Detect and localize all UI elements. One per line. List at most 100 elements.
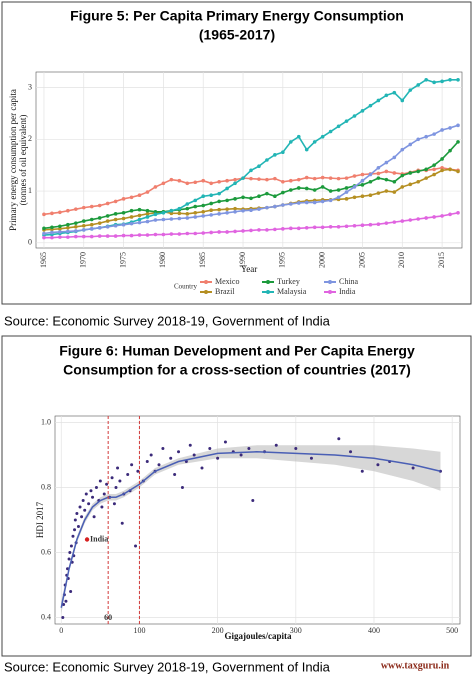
point (304, 186, 309, 191)
point (249, 228, 253, 233)
point (208, 447, 212, 450)
point (432, 215, 436, 219)
point (76, 525, 80, 528)
point (121, 222, 126, 227)
y-axis-label: Primary energy consumption per capita (8, 89, 18, 231)
point (102, 492, 106, 496)
point (74, 221, 78, 225)
legend-key (204, 290, 208, 294)
point (349, 450, 353, 454)
point (281, 179, 285, 184)
point (328, 176, 333, 180)
point (69, 544, 73, 548)
point (400, 219, 405, 223)
point (145, 208, 150, 213)
point (129, 233, 134, 238)
point (336, 195, 341, 200)
point (424, 216, 428, 220)
point (368, 179, 373, 184)
point (157, 463, 161, 467)
point (91, 495, 95, 499)
point (336, 188, 341, 192)
point (66, 208, 70, 213)
point (344, 224, 349, 229)
point (312, 225, 317, 230)
point (50, 225, 54, 230)
point (360, 183, 365, 187)
point (273, 176, 277, 181)
point (58, 235, 62, 239)
point (97, 203, 102, 208)
point (352, 223, 357, 228)
point (81, 228, 86, 232)
point (368, 172, 373, 177)
point (217, 230, 221, 234)
point (448, 77, 452, 82)
figure-frame (1, 1, 472, 305)
point (193, 180, 198, 185)
reference-label: 60 (104, 613, 112, 622)
point (408, 171, 413, 175)
point (129, 195, 134, 200)
point (50, 230, 54, 235)
point (73, 518, 77, 522)
point (193, 211, 198, 215)
point (376, 171, 381, 176)
point (201, 178, 206, 183)
point (177, 178, 182, 183)
point (42, 235, 46, 240)
point (225, 207, 229, 211)
point (440, 214, 444, 218)
point (97, 234, 102, 238)
point (185, 231, 190, 236)
point (273, 227, 277, 232)
point (69, 590, 73, 593)
point (249, 168, 253, 173)
point (105, 234, 110, 238)
point (289, 188, 293, 192)
x-tick-label: 0 (59, 626, 63, 635)
point (50, 235, 54, 240)
point (161, 232, 166, 237)
point (193, 215, 198, 219)
point (112, 502, 116, 506)
point (217, 191, 221, 196)
point (177, 232, 182, 236)
source: Source: Economic Survey 2018-19, Governm… (4, 313, 331, 328)
point (408, 88, 413, 92)
x-tick-label: 1980 (158, 252, 167, 268)
point (61, 616, 65, 619)
y-tick-label: 1.0 (41, 417, 51, 426)
point (360, 194, 365, 199)
point (448, 212, 452, 217)
y-tick-label: 1 (28, 186, 32, 195)
figure-frame (1, 335, 472, 657)
point (424, 134, 428, 139)
point (432, 167, 436, 172)
point (247, 447, 251, 450)
point (360, 172, 365, 177)
point (360, 469, 364, 473)
point (225, 230, 229, 234)
point (64, 599, 68, 603)
point (225, 178, 229, 183)
point (312, 188, 317, 192)
point (87, 502, 91, 506)
y-axis-label: (tonnes of oil equivalent) (18, 115, 28, 206)
point (251, 499, 255, 502)
point (281, 227, 285, 231)
point (440, 128, 444, 132)
x-tick-label: 2015 (437, 252, 446, 268)
point (241, 195, 245, 200)
point (416, 179, 421, 184)
point (216, 456, 220, 460)
point (217, 207, 221, 212)
point (121, 233, 126, 238)
point (50, 211, 54, 216)
point (376, 191, 381, 195)
point (432, 163, 436, 167)
point (384, 177, 389, 182)
point (201, 214, 206, 218)
point (368, 103, 373, 108)
